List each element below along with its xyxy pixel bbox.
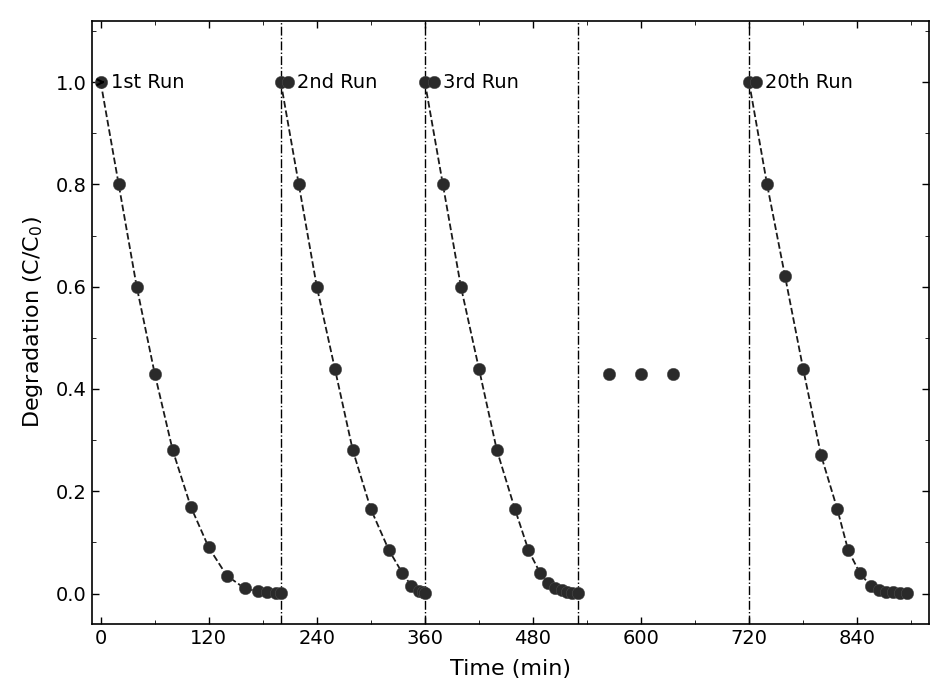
- Text: 2nd Run: 2nd Run: [297, 73, 377, 92]
- Text: 1st Run: 1st Run: [110, 73, 184, 92]
- Text: 3rd Run: 3rd Run: [443, 73, 519, 92]
- X-axis label: Time (min): Time (min): [450, 659, 571, 679]
- Y-axis label: Degradation (C/C$_0$): Degradation (C/C$_0$): [21, 216, 45, 428]
- Text: 20th Run: 20th Run: [766, 73, 853, 92]
